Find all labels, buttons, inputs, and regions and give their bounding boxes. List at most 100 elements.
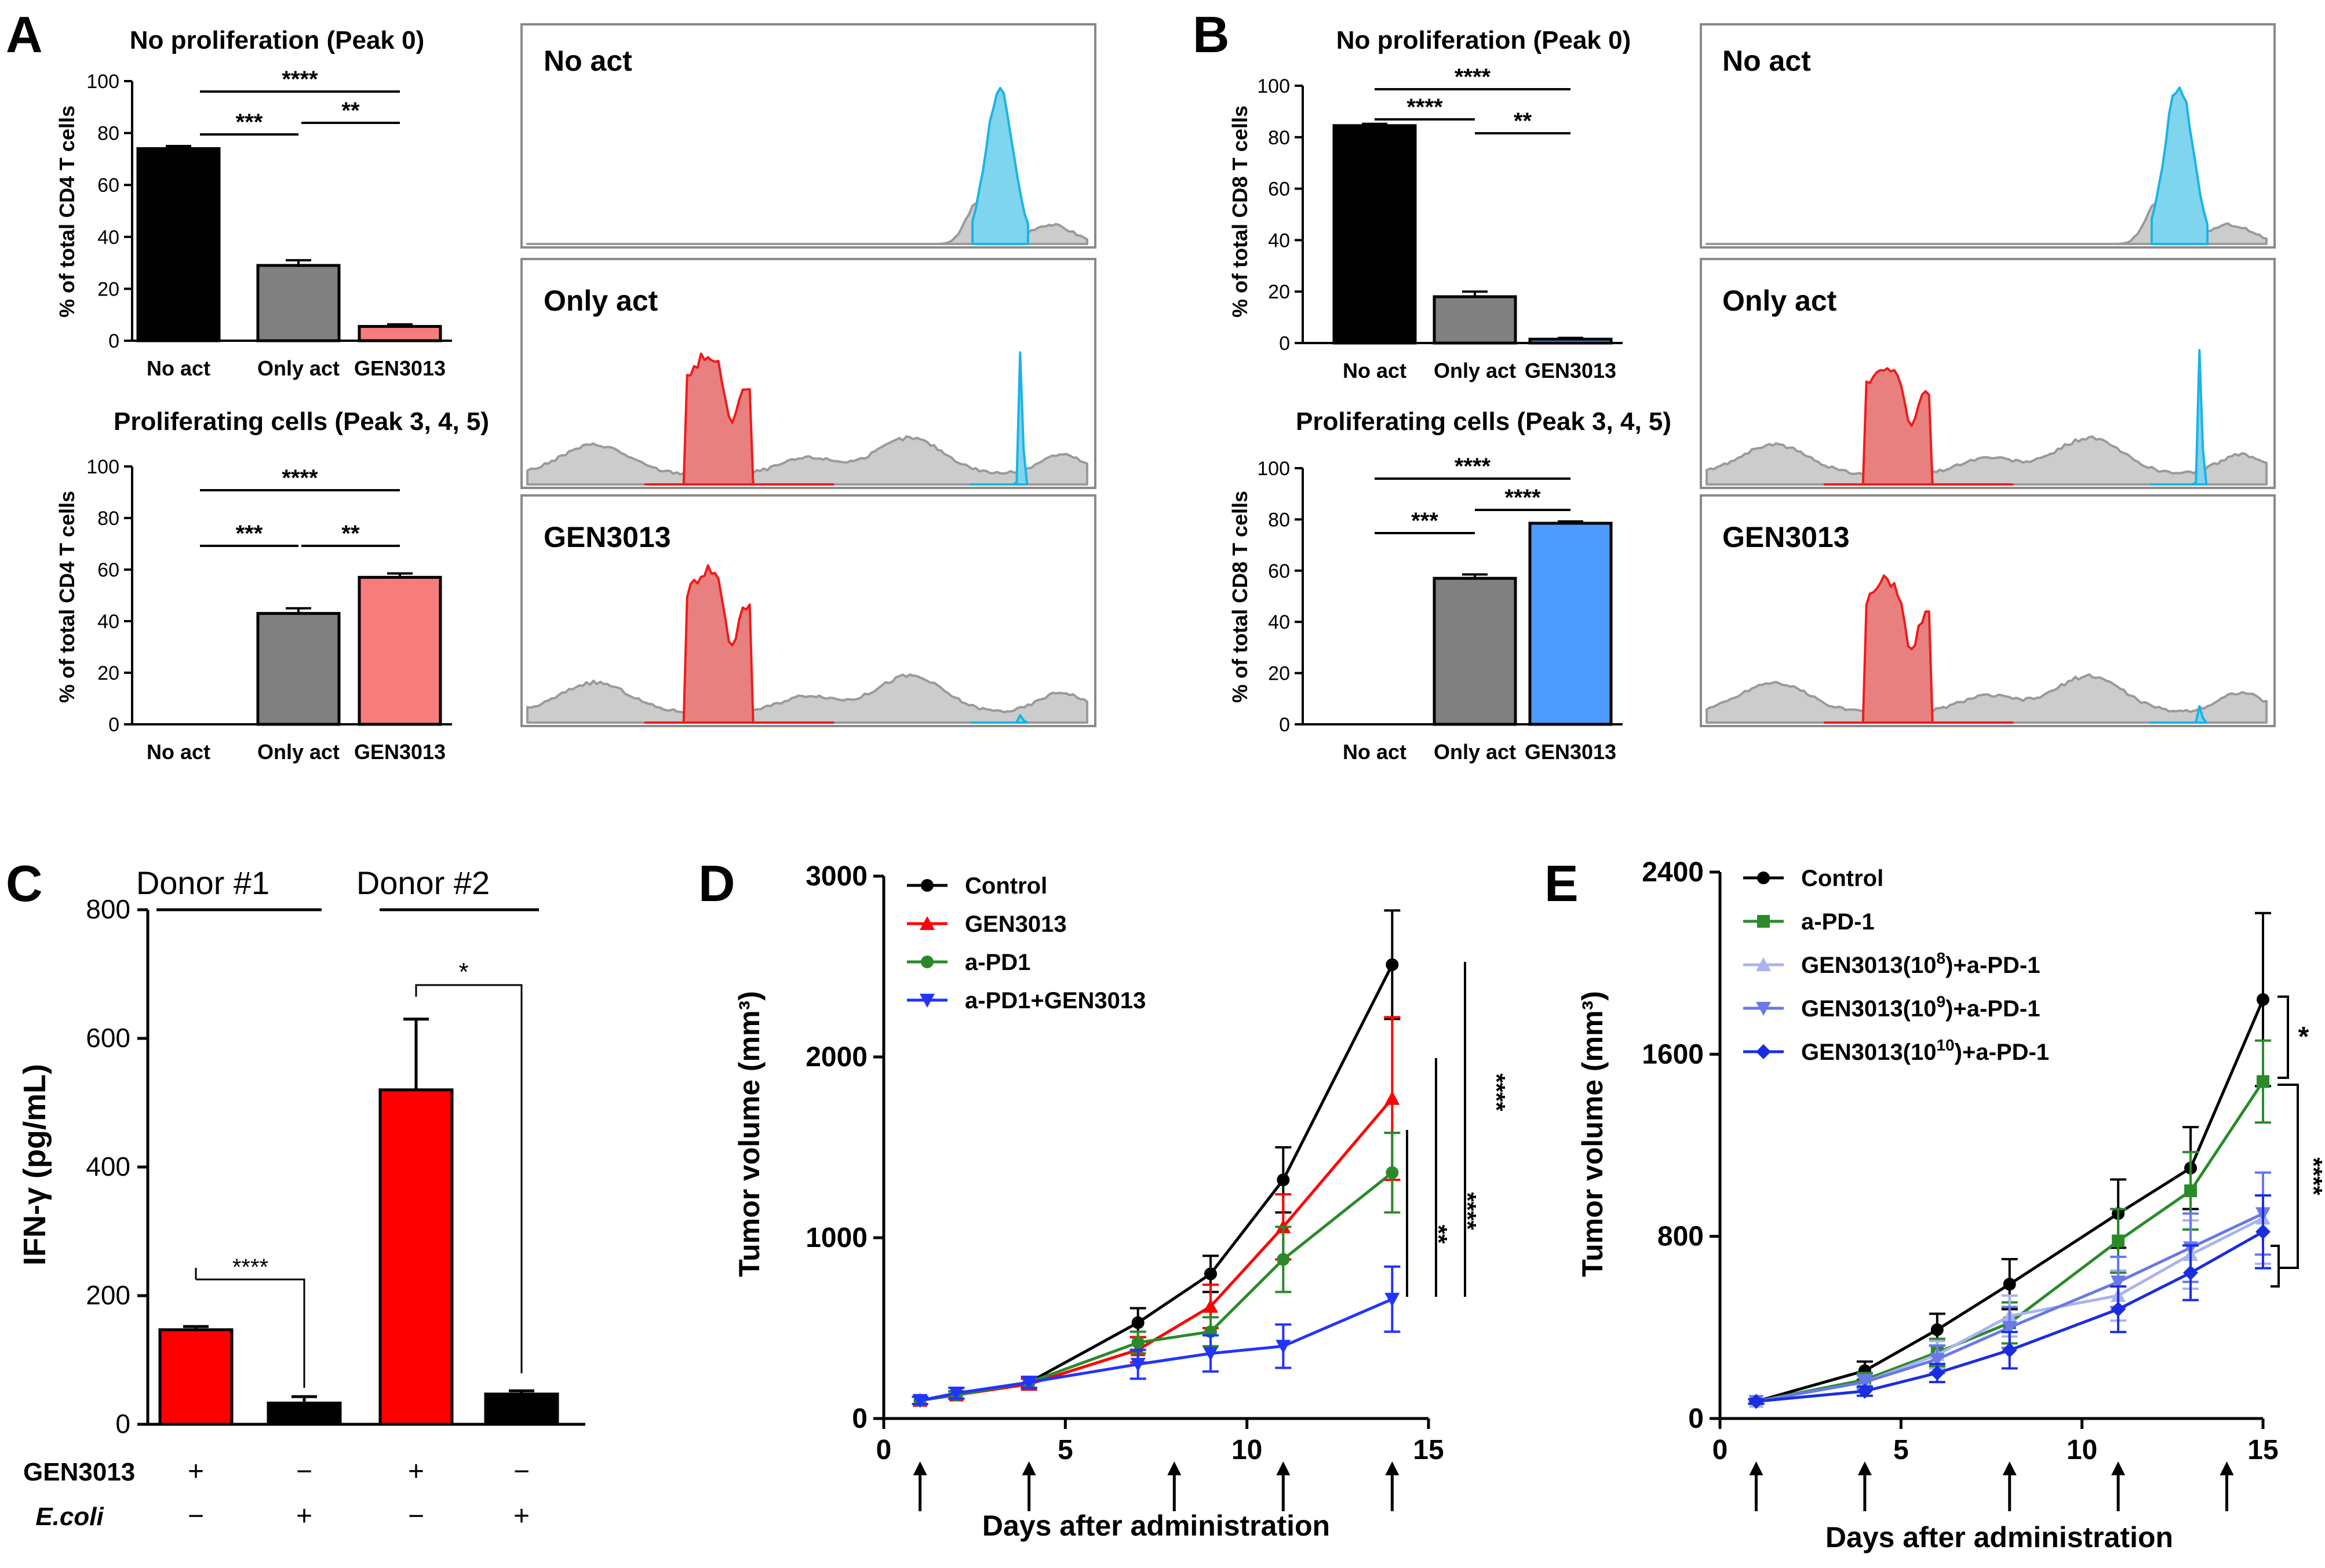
- legend-label-part: )+a-PD-1: [1945, 953, 2040, 978]
- histogram-proliferating-trace: [1823, 367, 2014, 486]
- y-tick-label: 1000: [806, 1223, 868, 1253]
- data-point: [1756, 1002, 1771, 1016]
- y-tick-label: 800: [86, 894, 130, 924]
- x-tick-label: Only act: [257, 740, 340, 764]
- x-axis-label: Days after administration: [982, 1509, 1330, 1542]
- y-tick-label: 40: [97, 227, 119, 249]
- x-tick-label: 15: [2247, 1435, 2278, 1465]
- y-tick-label: 400: [86, 1151, 130, 1182]
- x-axis-label: Days after administration: [1825, 1521, 2173, 1554]
- legend-label-sup: 10: [1936, 1036, 1954, 1054]
- histogram-peak0-trace: [971, 87, 1029, 245]
- data-point: [2257, 993, 2269, 1007]
- histogram-gray-trace: [1706, 435, 2268, 486]
- panel-letter-c: C: [6, 855, 43, 912]
- y-tick-label: 80: [1268, 127, 1290, 149]
- sign-gen3013: −: [513, 1456, 530, 1487]
- legend-label: GEN3013: [965, 911, 1067, 937]
- y-tick-label: 20: [1268, 663, 1290, 685]
- chart-title: Proliferating cells (Peak 3, 4, 5): [114, 407, 489, 436]
- bar: [378, 1088, 454, 1426]
- data-point: [920, 916, 935, 930]
- legend-label-part: GEN3013(10: [1801, 953, 1936, 978]
- dosing-arrowhead: [1385, 1461, 1400, 1475]
- data-point: [912, 1394, 928, 1408]
- histogram-only-act: Only act: [520, 258, 1096, 489]
- significance-bracket: [2271, 1245, 2280, 1288]
- data-point: [1930, 1323, 1944, 1336]
- histogram-peak0-trace: [970, 351, 1029, 486]
- panel-letter-d: D: [698, 855, 735, 912]
- x-tick-label: GEN3013: [1525, 359, 1616, 382]
- bar: [158, 1328, 234, 1426]
- histogram-label: GEN3013: [544, 521, 671, 553]
- group-label: Donor #2: [356, 865, 490, 901]
- dosing-arrowhead: [913, 1461, 927, 1475]
- significance-bracket: [2277, 1084, 2299, 1269]
- legend-label-sup: 9: [1936, 993, 1945, 1011]
- data-point: [1277, 1173, 1290, 1187]
- significance-label: **: [341, 521, 360, 546]
- y-tick-label: 2000: [806, 1042, 868, 1073]
- bar: [358, 324, 442, 342]
- y-axis-label: Tumor volume (mm³): [733, 991, 766, 1277]
- data-point: [2255, 1224, 2271, 1239]
- data-point: [2184, 1184, 2198, 1198]
- data-point: [2111, 1301, 2126, 1317]
- x-tick-label: 0: [876, 1435, 892, 1465]
- histogram-proliferating-trace: [1823, 574, 2014, 724]
- bar: [267, 1401, 342, 1426]
- x-tick-label: No act: [147, 740, 210, 764]
- x-tick-label: 0: [1712, 1435, 1728, 1465]
- histogram-proliferating-trace: [644, 352, 834, 486]
- data-point: [1757, 915, 1770, 928]
- legend-label: Control: [965, 873, 1047, 899]
- significance-label: ****: [1483, 1073, 1510, 1111]
- data-point: [949, 1387, 964, 1401]
- y-tick-label: 60: [97, 559, 119, 581]
- data-point: [1204, 1267, 1217, 1281]
- legend-label-part: GEN3013(10: [1801, 1040, 1936, 1065]
- bar: [1433, 295, 1517, 345]
- data-point: [1857, 1376, 1872, 1390]
- x-tick-label: 10: [1231, 1435, 1262, 1465]
- dosing-arrowhead: [2002, 1461, 2017, 1475]
- data-point: [1929, 1352, 1945, 1367]
- significance-label: *: [458, 958, 468, 986]
- y-axis-label: Tumor volume (mm³): [1576, 991, 1609, 1277]
- x-tick-label: Only act: [257, 356, 340, 380]
- chart-d: Tumor volume (mm³) Days after administra…: [733, 861, 1510, 1542]
- y-tick-label: 3000: [806, 861, 868, 892]
- histogram-gen3013: GEN3013: [1700, 494, 2276, 727]
- row-label-gen3013: GEN3013: [23, 1458, 135, 1486]
- chart-b-bottom: Proliferating cells (Peak 3, 4, 5) % of …: [1228, 407, 1671, 764]
- significance-bracket: [195, 1268, 305, 1388]
- histogram-label: GEN3013: [1722, 521, 1850, 553]
- y-tick-label: 60: [97, 174, 119, 196]
- row-label-ecoli: E.coli: [35, 1503, 104, 1531]
- y-tick-label: 80: [1268, 509, 1290, 531]
- y-tick-label: 1600: [1642, 1039, 1704, 1070]
- data-point: [1386, 1166, 1399, 1179]
- y-tick-label: 60: [1268, 560, 1290, 582]
- dosing-arrowhead: [2111, 1461, 2126, 1475]
- y-tick-label: 600: [86, 1023, 130, 1053]
- data-point: [2111, 1275, 2126, 1290]
- bar: [1332, 124, 1417, 345]
- chart-c: IFN-γ (pg/mL) Donor #1 Donor #2 GEN3013 …: [17, 865, 585, 1531]
- data-point: [1130, 1358, 1146, 1372]
- significance-bracket: [2277, 996, 2289, 1079]
- data-point: [1203, 1347, 1218, 1361]
- histogram-no-act: No act: [520, 23, 1096, 249]
- y-tick-label: 80: [97, 508, 119, 530]
- y-axis-label: % of total CD4 T cells: [55, 105, 79, 318]
- histogram-peak0-trace: [2149, 705, 2208, 724]
- x-tick-label: 15: [1413, 1435, 1444, 1465]
- histogram-no-act: No act: [1700, 23, 2276, 249]
- data-point: [1021, 1376, 1037, 1390]
- chart-e: Tumor volume (mm³) Days after administra…: [1576, 857, 2325, 1554]
- significance-label: *: [2298, 1022, 2309, 1052]
- significance-label: ****: [1406, 94, 1443, 120]
- y-tick-label: 100: [1257, 458, 1290, 480]
- data-point: [1277, 1253, 1290, 1266]
